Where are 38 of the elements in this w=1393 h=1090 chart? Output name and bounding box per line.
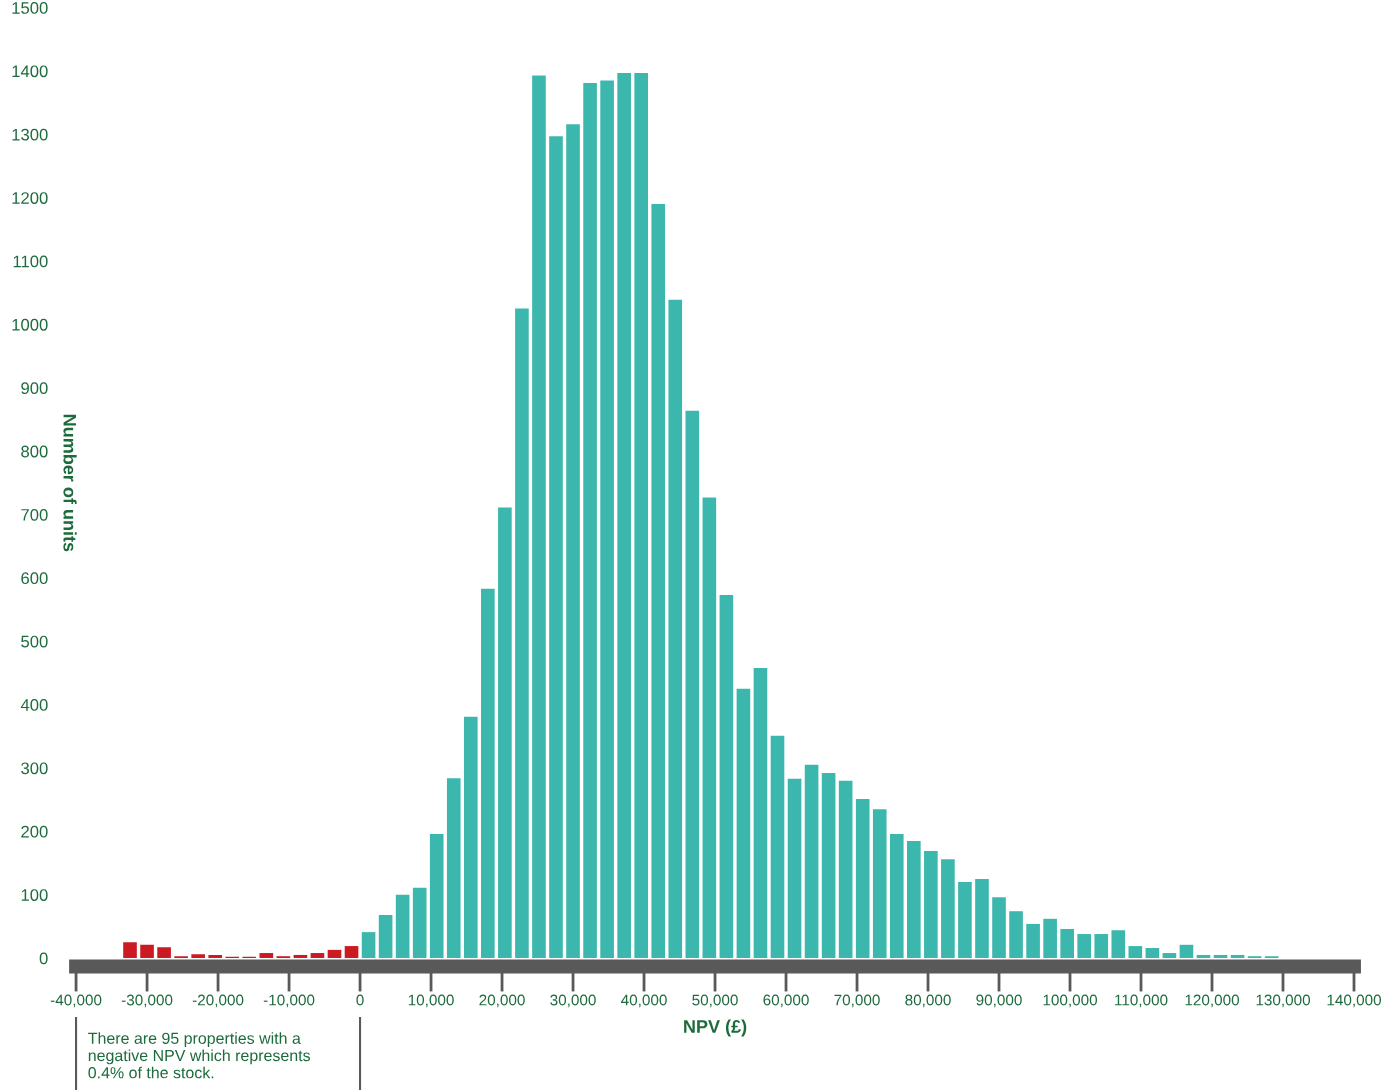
x-tick-label: 60,000 <box>763 994 809 1008</box>
y-tick-label: 800 <box>21 445 48 458</box>
x-tick-label: 20,000 <box>479 994 525 1008</box>
x-tick-label: 90,000 <box>976 994 1022 1008</box>
y-tick-label: 1300 <box>12 128 48 141</box>
x-tick-label: -30,000 <box>121 994 173 1008</box>
x-tick-label: 30,000 <box>550 994 596 1008</box>
x-tick-label: 130,000 <box>1256 994 1311 1008</box>
x-tick-label: 140,000 <box>1327 994 1382 1008</box>
x-tick-label: 110,000 <box>1115 994 1168 1008</box>
y-tick-label: 700 <box>21 508 48 521</box>
x-tick-label: 0 <box>356 994 364 1006</box>
y-tick-label: 1500 <box>12 2 48 14</box>
x-axis-title: NPV (£) <box>684 1019 747 1037</box>
x-tick-label: 70,000 <box>834 994 880 1008</box>
y-tick-label: 600 <box>21 572 48 585</box>
y-tick-label: 1400 <box>12 65 48 78</box>
x-tick-label: -10,000 <box>263 994 315 1008</box>
x-tick-label: 40,000 <box>621 994 667 1008</box>
x-tick-label: -20,000 <box>192 994 244 1008</box>
x-tick-label: 120,000 <box>1185 994 1240 1008</box>
y-tick-label: 0 <box>39 952 48 965</box>
y-tick-label: 900 <box>21 382 48 395</box>
y-tick-label: 300 <box>21 762 48 775</box>
y-tick-label: 400 <box>20 699 48 711</box>
y-tick-label: 1200 <box>12 192 48 204</box>
x-tick-label: -40,000 <box>50 994 102 1008</box>
y-tick-label: 500 <box>21 635 48 648</box>
x-tick-label: 10,000 <box>408 994 454 1008</box>
y-tick-label: 100 <box>21 889 48 901</box>
x-tick-label: 50,000 <box>692 994 738 1008</box>
y-axis-title: Number of units <box>63 414 77 552</box>
y-tick-label: 1100 <box>13 255 48 268</box>
text: There are 95 properties with a negative NPV which represents 0.4% of the stock. <box>88 1032 311 1079</box>
y-tick-label: 200 <box>21 825 48 838</box>
x-tick-label: 80,000 <box>905 994 951 1008</box>
y-tick-label: 1000 <box>12 318 48 331</box>
x-tick-label: 100,000 <box>1043 994 1098 1008</box>
